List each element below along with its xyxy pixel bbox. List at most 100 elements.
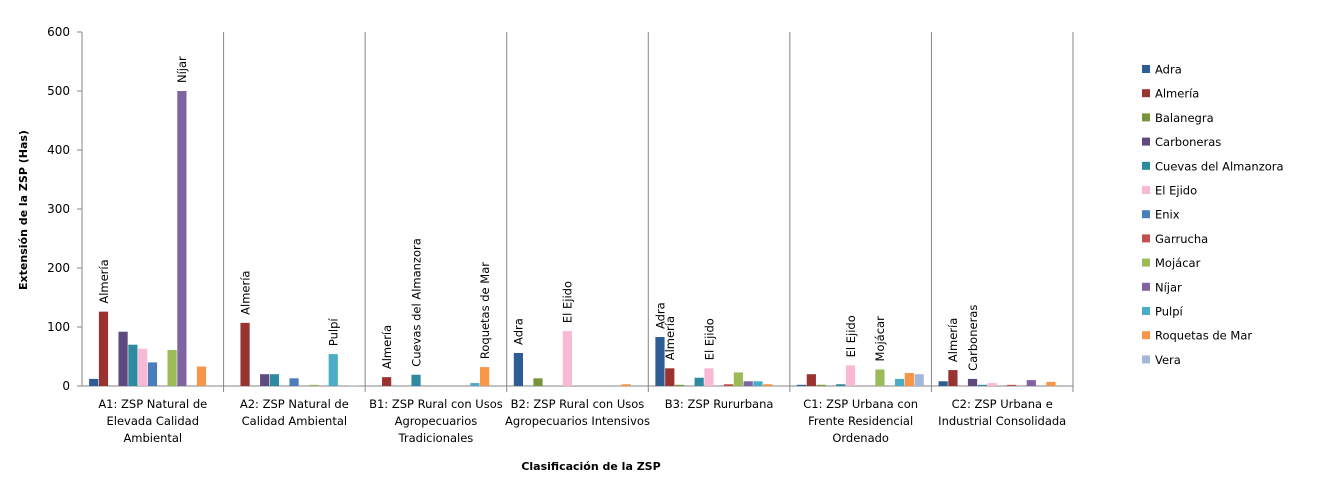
plot-area: 0 100 200 300 400 500 600 A1: ZSP Natural de Ele… (47, 25, 1074, 445)
legend-swatch (1142, 282, 1150, 291)
bar-el-ejido (845, 365, 856, 386)
x-tick-label-line: Elevada Calidad (107, 414, 200, 428)
y-tick-label: 100 (47, 320, 70, 334)
data-label: Adra (653, 302, 667, 329)
x-tick-label: B1: ZSP Rural con Usos Agropecuarios Tradi… (369, 397, 503, 445)
bar-balanegra (816, 384, 826, 386)
bar-pulp- (328, 354, 338, 386)
legend-label: Níjar (1155, 280, 1182, 294)
bar-cuevas-del-almanzora (128, 344, 138, 386)
bar-vera (348, 385, 358, 386)
legend-swatch (1142, 65, 1150, 73)
bar-moj-car (167, 350, 177, 386)
bar-almer-a (382, 377, 392, 386)
data-label: Pulpí (327, 318, 341, 347)
x-tick-label-line: B3: ZSP Rururbana (665, 397, 774, 411)
data-label: El Ejido (561, 281, 575, 323)
legend-label: Pulpí (1155, 305, 1184, 319)
bar-n-jar (177, 91, 187, 386)
y-tick-label: 400 (47, 143, 70, 157)
x-tick-label-line: C2: ZSP Urbana e (952, 397, 1053, 411)
bar-roquetas-de-mar (904, 373, 914, 386)
bar-enix (289, 378, 299, 386)
bar-cuevas-del-almanzora (411, 374, 421, 386)
x-tick-label: C1: ZSP Urbana con Frente Residencial Orde… (803, 397, 918, 445)
legend-swatch (1142, 161, 1150, 170)
bar-roquetas-de-mar (621, 384, 631, 386)
data-label: Adra (512, 318, 526, 345)
x-tick-label-line: Calidad Ambiental (242, 414, 347, 428)
bar-cuevas-del-almanzora (694, 377, 704, 386)
bar-cuevas-del-almanzora (977, 384, 987, 386)
data-label: El Ejido (844, 315, 858, 357)
data-label: Roquetas de Mar (478, 262, 492, 359)
data-label: Mojácar (873, 316, 887, 362)
bar-almer-a (948, 370, 958, 386)
legend-label: El Ejido (1155, 184, 1197, 198)
bar-moj-car (309, 384, 319, 386)
x-tick-label-line: Agropecuarios (395, 414, 478, 428)
data-label: Níjar (175, 56, 189, 83)
legend-swatch (1142, 307, 1150, 315)
data-label: Almería (238, 271, 252, 315)
bar-n-jar (743, 381, 753, 386)
y-axis-title: Extensión de la ZSP (Has) (17, 130, 30, 290)
bar-pulp- (753, 381, 763, 386)
legend: Adra Almería Balanegra Carboneras Cuevas del… (1142, 63, 1284, 367)
y-tick-label: 500 (47, 84, 70, 98)
bar-adra (513, 352, 523, 386)
bar-cuevas-del-almanzora (269, 374, 280, 386)
bar-enix (147, 362, 158, 386)
bar-el-ejido (987, 383, 997, 386)
x-tick-label-line: C1: ZSP Urbana con (803, 397, 918, 411)
legend-swatch (1142, 186, 1150, 194)
data-label: Almería (380, 325, 394, 369)
bar-balanegra (674, 384, 685, 386)
y-tick-label: 600 (47, 25, 70, 39)
legend-swatch (1142, 258, 1150, 267)
x-tick-label-line: A2: ZSP Natural de (240, 397, 349, 411)
legend-label: Almería (1155, 87, 1199, 101)
bar-garrucha (1007, 384, 1017, 386)
legend-swatch (1142, 113, 1150, 122)
bar-pulp- (894, 378, 905, 386)
bar-n-jar (1026, 380, 1036, 386)
bar-el-ejido (562, 331, 572, 386)
bar-adra (89, 378, 99, 386)
y-tick-label: 300 (47, 202, 70, 216)
legend-label: Cuevas del Almanzora (1155, 159, 1284, 173)
bar-roquetas-de-mar (480, 367, 490, 386)
bar-moj-car (875, 369, 885, 386)
legend-label: Carboneras (1155, 135, 1221, 149)
data-label: El Ejido (702, 318, 716, 360)
x-tick-label-line: B1: ZSP Rural con Usos (369, 397, 503, 411)
legend-swatch (1142, 137, 1150, 146)
bar-carboneras (967, 378, 978, 386)
x-tick-label-line: Tradicionales (398, 431, 474, 445)
bar-carboneras (260, 374, 270, 386)
legend-label: Mojácar (1155, 256, 1201, 270)
legend-swatch (1142, 210, 1150, 219)
data-label: Cuevas del Almanzora (409, 238, 423, 367)
bar-vera (914, 374, 924, 386)
legend-label: Garrucha (1155, 232, 1208, 246)
bar-el-ejido (138, 348, 148, 386)
legend-swatch (1142, 89, 1150, 98)
bar-almer-a (806, 374, 816, 386)
bar-pulp- (470, 383, 480, 386)
bar-roquetas-de-mar (763, 384, 773, 386)
bar-adra (655, 337, 665, 386)
x-tick-label-line: Frente Residencial (808, 414, 913, 428)
bar-garrucha (723, 384, 734, 386)
legend-label: Balanegra (1155, 111, 1214, 125)
x-tick-label: C2: ZSP Urbana e Industrial Consolidada (938, 397, 1066, 428)
legend-swatch (1142, 331, 1150, 340)
data-label: Almería (663, 316, 677, 360)
bar-roquetas-de-mar (1046, 381, 1056, 386)
bar-carboneras (118, 331, 128, 386)
legend-label: Roquetas de Mar (1155, 329, 1252, 343)
bar-almer-a (98, 311, 109, 386)
legend-swatch (1142, 355, 1150, 364)
legend-label: Vera (1155, 353, 1181, 367)
